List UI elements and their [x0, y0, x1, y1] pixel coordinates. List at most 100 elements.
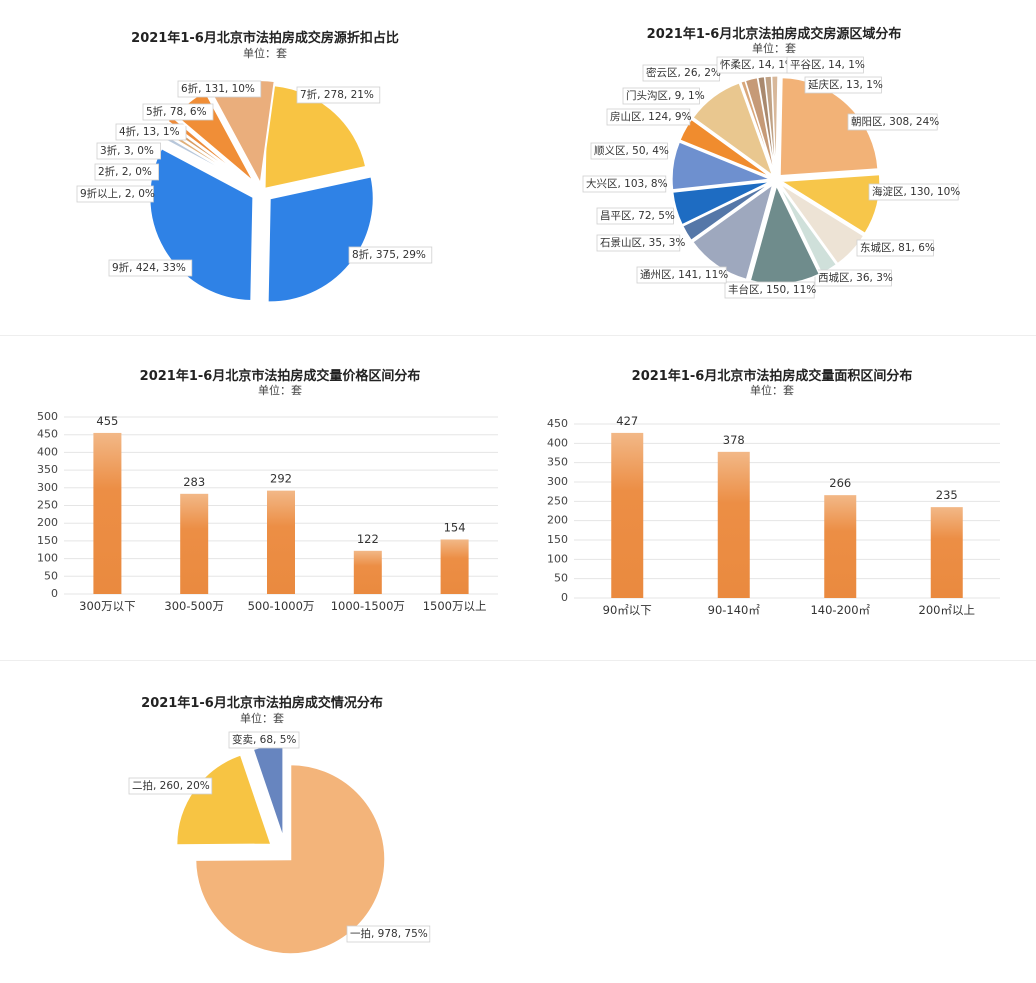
- x-tick-label: 90-140㎡: [708, 603, 761, 617]
- svg-text:西城区, 36, 3%: 西城区, 36, 3%: [818, 272, 893, 284]
- svg-text:一拍, 978, 75%: 一拍, 978, 75%: [350, 927, 428, 940]
- slice-label: 海淀区, 130, 10%: [868, 183, 960, 201]
- svg-text:房山区, 124, 9%: 房山区, 124, 9%: [610, 110, 692, 123]
- slice-label: 朝阳区, 308, 24%: [847, 113, 939, 131]
- svg-text:延庆区, 13, 1%: 延庆区, 13, 1%: [808, 78, 883, 91]
- auction-pie-panel: 2021年1-6月北京市法拍房成交情况分布 单位：套 一拍, 978, 75% 二…: [0, 665, 518, 979]
- bar-90-140-: [717, 451, 750, 598]
- svg-text:朝阳区, 308, 24%: 朝阳区, 308, 24%: [851, 116, 939, 128]
- chart-title: 2021年1-6月北京市法拍房成交量价格区间分布: [140, 368, 421, 384]
- discount-pie-panel: 2021年1-6月北京市法拍房成交房源折扣占比 单位：套 7折, 278, 21…: [0, 0, 518, 330]
- auction-pie-chart: 2021年1-6月北京市法拍房成交情况分布 单位：套 一拍, 978, 75% 二…: [128, 695, 431, 956]
- slice-label: 通州区, 141, 11%: [636, 266, 728, 284]
- svg-text:4折, 13, 1%: 4折, 13, 1%: [119, 125, 180, 138]
- bar-300万以下: [93, 432, 122, 594]
- pie-slice-东城区: [779, 183, 865, 265]
- price-bar-panel: 2021年1-6月北京市法拍房成交量价格区间分布 单位：套 0 50 100 150 2…: [0, 340, 518, 640]
- bar-300-500万: [180, 493, 209, 594]
- chart-title: 2021年1-6月北京市法拍房成交量面积区间分布: [632, 368, 913, 384]
- y-tick-label: 200: [547, 514, 568, 527]
- svg-text:二拍, 260, 20%: 二拍, 260, 20%: [132, 779, 210, 792]
- svg-text:7折, 278, 21%: 7折, 278, 21%: [300, 88, 374, 101]
- svg-text:昌平区, 72, 5%: 昌平区, 72, 5%: [600, 210, 675, 222]
- pie-slices: 7折, 278, 21% 8折, 375, 29% 9折, 424, 33% 9折以上…: [76, 79, 433, 304]
- y-tick-label: 350: [547, 456, 568, 469]
- pie-slice-大兴区: [671, 141, 771, 191]
- bar-value-label: 122: [357, 532, 379, 546]
- x-tick-label: 500-1000万: [248, 599, 315, 613]
- x-tick-label: 200㎡以上: [919, 603, 975, 617]
- pie-slice-房山区: [692, 82, 774, 177]
- x-tick-label: 1000-1500万: [331, 599, 405, 613]
- pie-slice-海淀区: [779, 174, 881, 235]
- y-tick-label: 50: [554, 572, 568, 585]
- pie-slice-7折: [263, 83, 368, 191]
- x-tick-label: 300-500万: [164, 599, 224, 613]
- bar-500-1000万: [267, 490, 295, 594]
- slice-label: 延庆区, 13, 1%: [804, 76, 883, 94]
- pie-slice-8折: [266, 175, 375, 304]
- y-tick-label: 200: [37, 516, 58, 529]
- slice-label: 平谷区, 14, 1%: [786, 56, 865, 74]
- slice-label: 9折, 424, 33%: [108, 259, 193, 277]
- discount-pie-chart: 2021年1-6月北京市法拍房成交房源折扣占比 单位：套 7折, 278, 21…: [76, 30, 433, 304]
- slice-label: 7折, 278, 21%: [296, 86, 381, 104]
- slice-label: 一拍, 978, 75%: [346, 925, 431, 943]
- svg-text:平谷区, 14, 1%: 平谷区, 14, 1%: [790, 59, 865, 71]
- pie-slices: 一拍, 978, 75% 二拍, 260, 20% 变卖, 68, 5%: [128, 731, 431, 956]
- bar-90-以下: [611, 432, 644, 598]
- y-tick-label: 250: [37, 499, 58, 512]
- area-bar-panel: 2021年1-6月北京市法拍房成交量面积区间分布 单位：套 0 50 100 150 2…: [518, 340, 1036, 640]
- pie-slice-顺义区: [679, 118, 772, 178]
- slice-label: 顺义区, 50, 4%: [590, 142, 669, 160]
- area-bar-chart: 2021年1-6月北京市法拍房成交量面积区间分布 单位：套 0 50 100 150 2…: [547, 368, 1000, 617]
- slice-label: 2折, 2, 0%: [94, 163, 159, 181]
- svg-text:密云区, 26, 2%: 密云区, 26, 2%: [646, 66, 721, 79]
- svg-text:2折, 2, 0%: 2折, 2, 0%: [98, 165, 152, 178]
- slice-label: 密云区, 26, 2%: [642, 64, 721, 82]
- slice-label: 房山区, 124, 9%: [606, 108, 692, 126]
- slice-label: 5折, 78, 6%: [142, 103, 214, 121]
- y-tick-label: 150: [547, 533, 568, 546]
- pie-slice-朝阳区: [779, 77, 879, 177]
- y-tick-label: 350: [37, 463, 58, 476]
- chart-title: 2021年1-6月北京法拍房成交房源区域分布: [647, 26, 902, 42]
- slice-label: 8折, 375, 29%: [348, 246, 433, 264]
- svg-text:变卖, 68, 5%: 变卖, 68, 5%: [232, 733, 296, 746]
- section-divider: [0, 660, 1036, 661]
- chart-title: 2021年1-6月北京市法拍房成交房源折扣占比: [131, 30, 399, 46]
- y-tick-label: 150: [37, 534, 58, 547]
- chart-subtitle: 单位：套: [240, 711, 284, 725]
- x-tick-label: 300万以下: [79, 599, 135, 613]
- svg-text:6折, 131, 10%: 6折, 131, 10%: [181, 82, 255, 95]
- slice-label: 6折, 131, 10%: [177, 80, 262, 98]
- slice-label: 西城区, 36, 3%: [814, 269, 893, 287]
- slice-label: 丰台区, 150, 11%: [724, 281, 816, 299]
- bar-value-label: 427: [616, 414, 638, 428]
- bar-value-label: 266: [829, 476, 851, 490]
- price-bar-chart: 2021年1-6月北京市法拍房成交量价格区间分布 单位：套 0 50 100 150 2…: [37, 368, 498, 613]
- y-tick-label: 300: [547, 475, 568, 488]
- slice-label: 怀柔区, 14, 1%: [716, 56, 795, 74]
- slice-label: 石景山区, 35, 3%: [596, 234, 685, 252]
- bar-value-label: 378: [723, 433, 745, 447]
- slice-label: 东城区, 81, 6%: [856, 239, 935, 257]
- chart-title: 2021年1-6月北京市法拍房成交情况分布: [141, 695, 383, 711]
- bar-value-label: 235: [936, 488, 958, 502]
- svg-text:石景山区, 35, 3%: 石景山区, 35, 3%: [600, 237, 685, 249]
- svg-text:3折, 3, 0%: 3折, 3, 0%: [100, 144, 154, 157]
- svg-text:通州区, 141, 11%: 通州区, 141, 11%: [640, 269, 728, 281]
- svg-text:9折, 424, 33%: 9折, 424, 33%: [112, 261, 186, 274]
- svg-text:门头沟区, 9, 1%: 门头沟区, 9, 1%: [626, 89, 705, 102]
- slice-label: 4折, 13, 1%: [115, 123, 187, 141]
- pie-slice-昌平区: [672, 181, 771, 226]
- y-tick-label: 100: [547, 552, 568, 565]
- bar-1500万以上: [440, 539, 469, 594]
- slice-label: 昌平区, 72, 5%: [596, 207, 675, 225]
- section-divider: [0, 335, 1036, 336]
- pie-slice-二拍: [175, 753, 273, 847]
- pie-slices: 朝阳区, 308, 24% 海淀区, 130, 10% 东城区, 81, 6% 西城区…: [582, 56, 960, 299]
- chart-subtitle: 单位：套: [750, 383, 794, 397]
- x-tick-label: 1500万以上: [423, 599, 487, 613]
- y-tick-label: 450: [37, 428, 58, 441]
